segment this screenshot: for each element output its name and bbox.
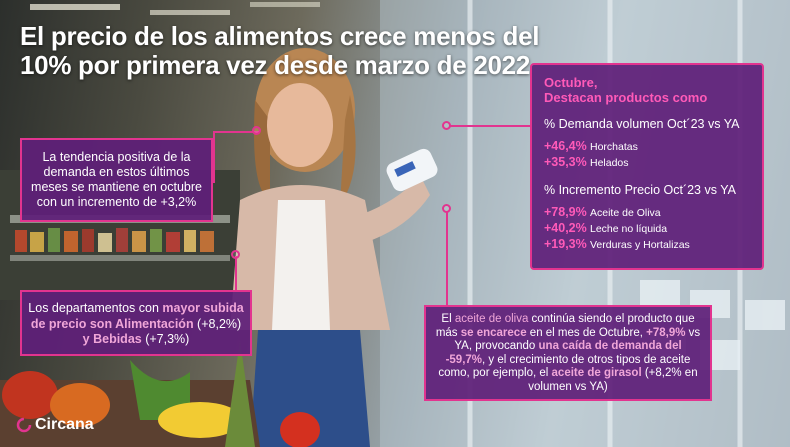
connector-left-a bbox=[213, 131, 259, 183]
featured-products-box: Octubre, Destacan productos como % Deman… bbox=[530, 63, 764, 270]
price-label: Leche no líquida bbox=[590, 223, 668, 235]
connector-dot bbox=[442, 121, 451, 130]
list-item: +40,2% Leche no líquida bbox=[544, 221, 750, 237]
olive-text-4: vs YA, provocando bbox=[454, 326, 701, 353]
olive-highlight-3: +78,9% bbox=[646, 326, 686, 339]
olive-highlight-5: aceite de girasol bbox=[551, 367, 642, 379]
olive-text-3: en el mes de Octubre, bbox=[526, 326, 647, 339]
featured-title-line-2: Destacan productos como bbox=[544, 90, 708, 105]
olive-text-2: continúa siendo el producto que más bbox=[435, 313, 695, 339]
connector-dot bbox=[442, 204, 451, 213]
demand-trend-box: La tendencia positiva de la demanda en e… bbox=[20, 138, 213, 222]
price-pct: +40,2% bbox=[544, 221, 587, 235]
demand-label: Helados bbox=[590, 157, 629, 169]
list-item: +35,3% Helados bbox=[544, 155, 750, 171]
olive-highlight-1: aceite de oliva bbox=[454, 313, 529, 325]
departments-highlight-drinks: y Bebidas bbox=[82, 332, 142, 346]
headline-line-2: 10% por primera vez desde marzo de 2022 bbox=[20, 50, 530, 80]
headline: El precio de los alimentos crece menos d… bbox=[20, 22, 539, 80]
demand-trend-text: La tendencia positiva de la demanda en e… bbox=[31, 150, 202, 209]
departments-box: Los departamentos con mayor subida de pr… bbox=[20, 290, 252, 356]
departments-text-prefix: Los departamentos con bbox=[28, 301, 163, 315]
demand-pct: +35,3% bbox=[544, 155, 587, 169]
price-pct: +78,9% bbox=[544, 205, 587, 219]
departments-text-mid: (+8,2%) bbox=[193, 316, 242, 331]
price-label: Aceite de Oliva bbox=[590, 207, 661, 219]
olive-text-6: (+8,2% en volumen vs YA) bbox=[528, 367, 698, 393]
demand-label: Horchatas bbox=[590, 141, 638, 153]
price-label: Verduras y Hortalizas bbox=[590, 239, 690, 251]
olive-highlight-2: se encarece bbox=[460, 326, 527, 339]
olive-highlight-4: una caída de demanda del -59,7% bbox=[445, 340, 682, 366]
connector-dot bbox=[252, 126, 261, 135]
olive-text-1: El bbox=[441, 313, 455, 325]
featured-title-line-1: Octubre, bbox=[544, 75, 598, 90]
circana-logo-icon bbox=[16, 417, 32, 433]
departments-text-suffix: (+7,3%) bbox=[141, 332, 190, 346]
featured-products-title: Octubre, Destacan productos como bbox=[544, 75, 750, 105]
departments-highlight-food: mayor subida de precio son Alimentación bbox=[30, 301, 244, 331]
circana-logo: Circana bbox=[16, 416, 94, 434]
list-item: +78,9% Aceite de Oliva bbox=[544, 205, 750, 221]
price-pct: +19,3% bbox=[544, 237, 587, 251]
list-item: +19,3% Verduras y Hortalizas bbox=[544, 237, 750, 253]
price-section-heading: % Incremento Precio Oct´23 vs YA bbox=[544, 183, 736, 197]
brand-name: Circana bbox=[35, 416, 94, 433]
olive-text-5: , y el crecimiento de otros tipos de ace… bbox=[438, 353, 691, 380]
connector-right bbox=[450, 125, 530, 129]
connector-dot bbox=[231, 250, 240, 259]
headline-line-1: El precio de los alimentos crece menos d… bbox=[20, 21, 540, 51]
demand-pct: +46,4% bbox=[544, 139, 587, 153]
list-item: +46,4% Horchatas bbox=[544, 139, 750, 155]
connector-left-b bbox=[235, 256, 239, 290]
connector-bottom bbox=[446, 212, 450, 305]
demand-section-heading: % Demanda volumen Oct´23 vs YA bbox=[544, 117, 740, 131]
olive-oil-box: El aceite de oliva continúa siendo el pr… bbox=[424, 305, 712, 401]
